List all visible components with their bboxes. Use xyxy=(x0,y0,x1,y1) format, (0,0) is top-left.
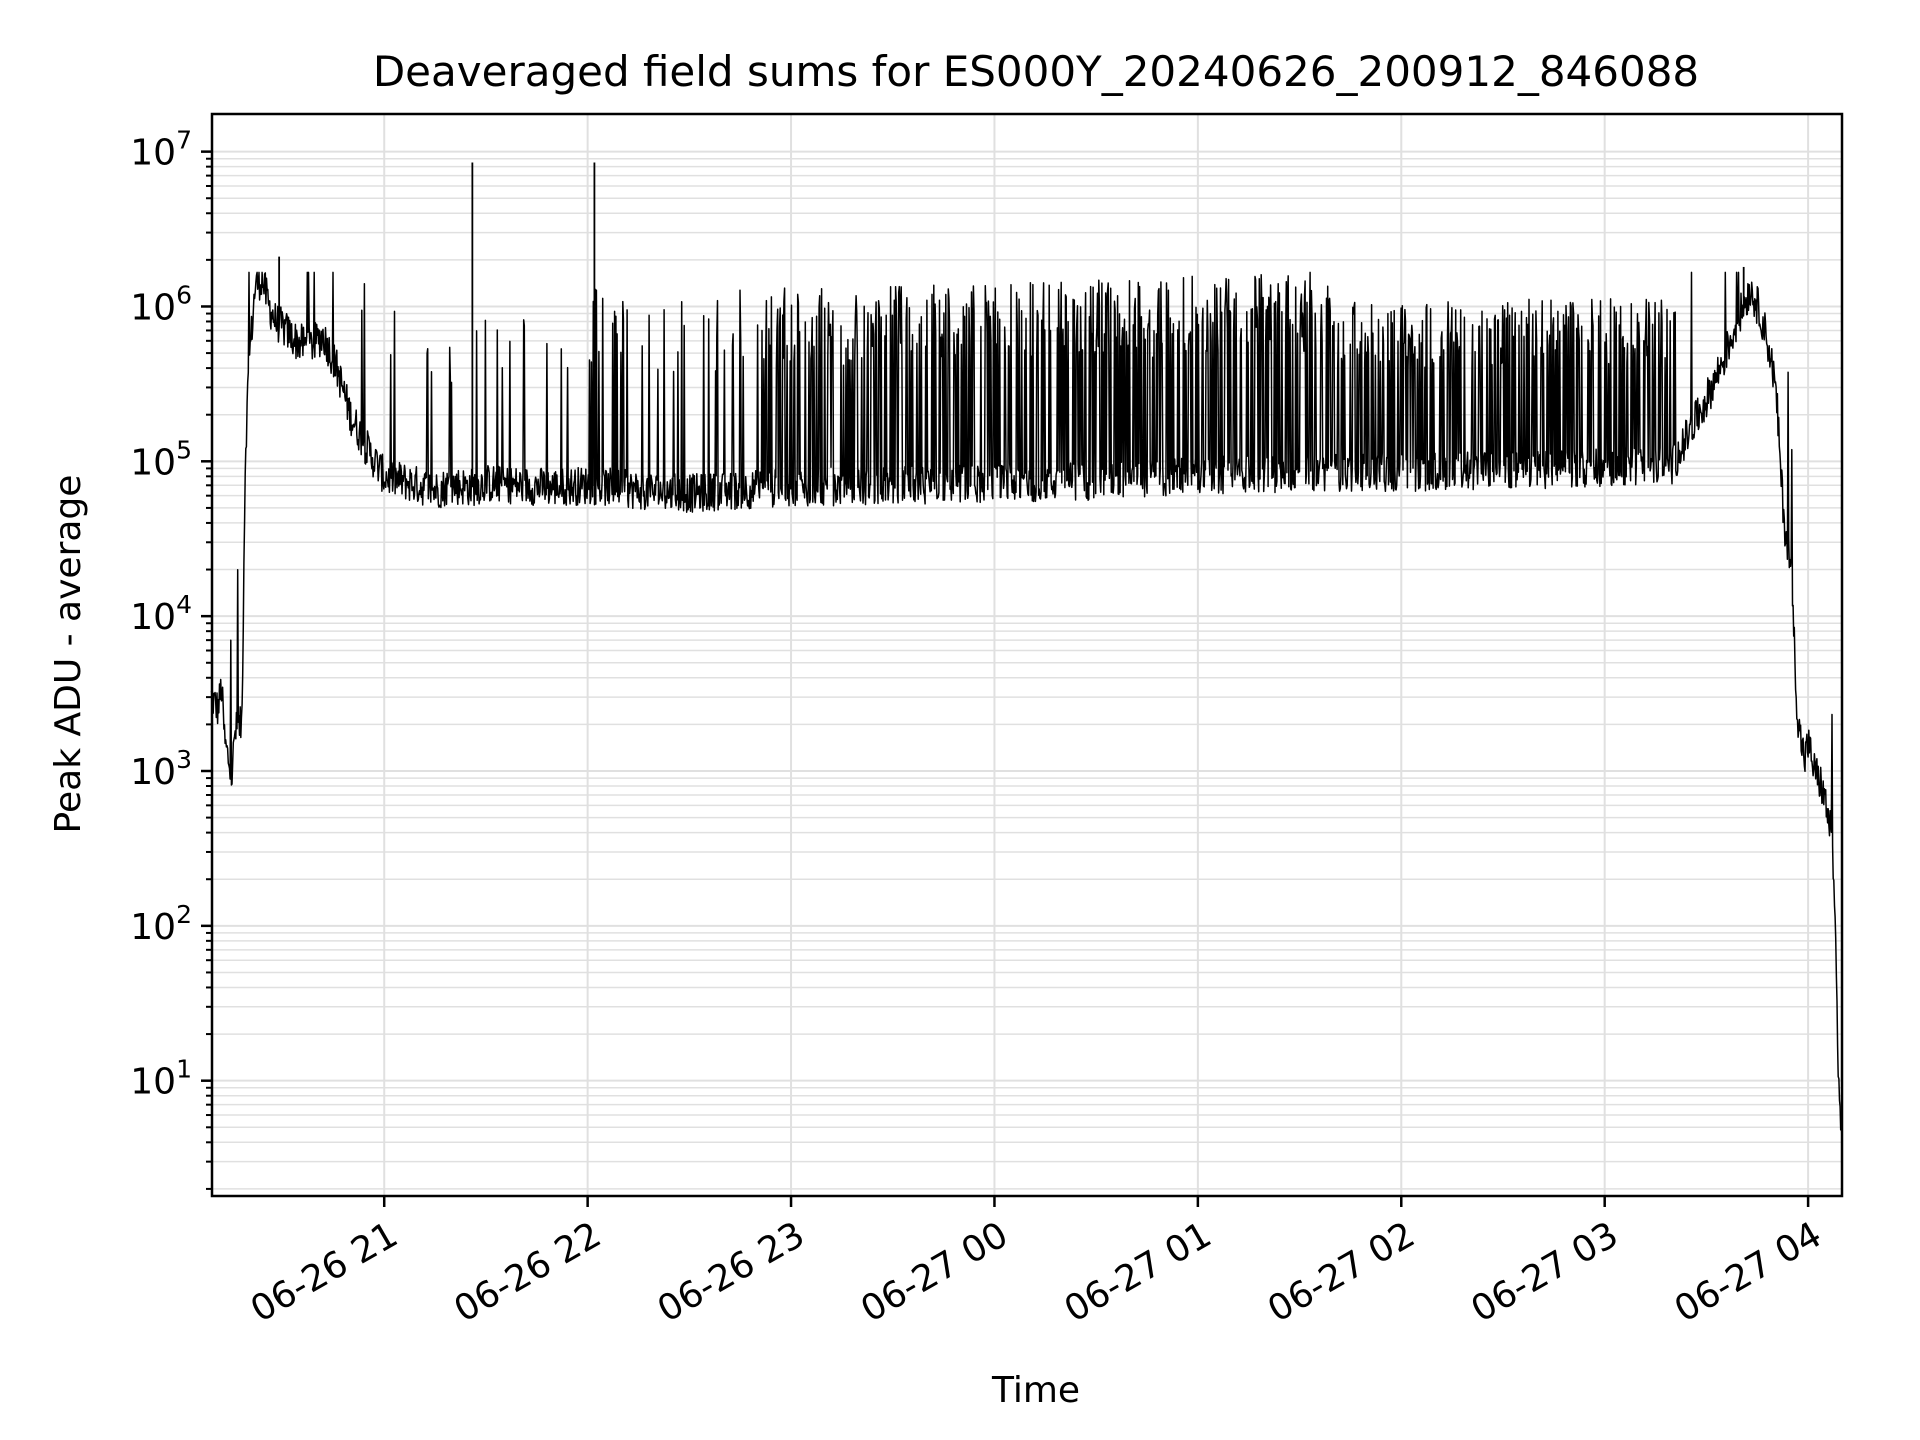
y-axis-label: Peak ADU - average xyxy=(48,475,89,834)
y-tick-label: 104 xyxy=(130,590,192,638)
y-tick-label: 106 xyxy=(130,280,192,328)
y-tick-label: 103 xyxy=(130,745,192,793)
x-axis-label: Time xyxy=(991,1370,1080,1411)
y-tick-label: 107 xyxy=(130,126,192,174)
chart-title: Deaveraged field sums for ES000Y_2024062… xyxy=(373,47,1699,96)
series-line xyxy=(210,271,1843,1144)
y-axis-ticks: 101 102 103 104 105 106 107 xyxy=(130,126,212,1190)
plot-frame xyxy=(210,112,1844,1198)
series-layer xyxy=(210,162,1843,1144)
y-tick-label: 102 xyxy=(130,900,192,948)
y-tick-label: 101 xyxy=(130,1055,192,1103)
y-tick-label: 105 xyxy=(130,435,192,483)
